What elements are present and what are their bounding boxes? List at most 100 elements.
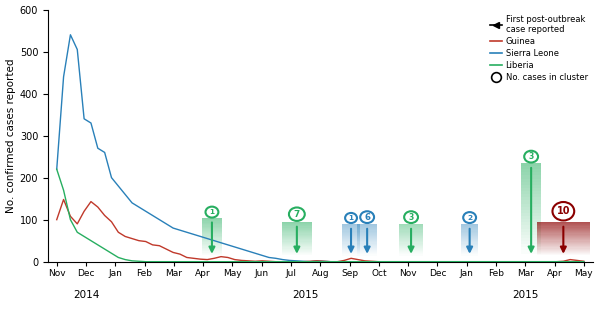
Bar xyxy=(202,229,222,231)
Bar xyxy=(342,253,360,254)
Bar xyxy=(202,219,222,220)
Bar xyxy=(521,182,541,185)
Bar xyxy=(357,243,377,245)
Bar xyxy=(342,224,360,225)
Bar xyxy=(461,243,478,245)
Bar xyxy=(342,256,360,257)
Bar xyxy=(537,247,590,248)
Bar xyxy=(357,225,377,226)
Bar xyxy=(342,241,360,242)
Bar xyxy=(282,248,311,250)
Bar xyxy=(521,191,541,194)
Bar xyxy=(521,175,541,179)
Bar xyxy=(202,250,222,251)
Bar xyxy=(202,225,222,227)
Bar xyxy=(342,228,360,229)
Bar xyxy=(461,237,478,238)
Bar xyxy=(202,227,222,228)
Bar xyxy=(282,228,311,229)
Text: 7: 7 xyxy=(294,210,300,219)
Bar xyxy=(357,245,377,246)
Bar xyxy=(461,228,478,229)
Bar xyxy=(521,254,541,257)
Bar xyxy=(521,166,541,169)
Bar xyxy=(537,250,590,251)
Bar xyxy=(202,249,222,250)
Bar xyxy=(521,197,541,200)
Bar xyxy=(400,229,423,230)
Bar xyxy=(342,227,360,228)
Bar xyxy=(357,238,377,239)
Bar xyxy=(357,227,377,228)
Bar xyxy=(202,235,222,236)
Bar xyxy=(202,233,222,235)
Bar xyxy=(342,225,360,226)
Bar xyxy=(282,239,311,240)
Bar xyxy=(400,235,423,236)
Bar xyxy=(400,240,423,241)
Bar xyxy=(537,224,590,225)
Bar xyxy=(282,224,311,225)
Bar xyxy=(400,243,423,245)
Bar xyxy=(282,235,311,236)
Bar xyxy=(521,194,541,197)
Bar xyxy=(461,232,478,233)
Bar xyxy=(461,242,478,243)
Bar xyxy=(202,228,222,229)
Bar xyxy=(282,252,311,253)
Bar xyxy=(202,246,222,247)
Bar xyxy=(461,238,478,239)
Bar xyxy=(342,250,360,251)
Bar xyxy=(282,236,311,237)
Bar xyxy=(400,227,423,228)
Bar xyxy=(202,255,222,257)
Bar xyxy=(537,240,590,241)
Bar xyxy=(202,241,222,242)
Bar xyxy=(400,236,423,237)
Bar xyxy=(461,230,478,232)
Bar xyxy=(400,245,423,246)
Bar xyxy=(461,245,478,246)
Bar xyxy=(537,252,590,253)
Bar xyxy=(202,247,222,249)
Bar xyxy=(342,232,360,233)
Bar xyxy=(357,254,377,256)
Bar xyxy=(357,229,377,230)
Bar xyxy=(282,243,311,244)
Bar xyxy=(202,245,222,246)
Bar xyxy=(202,242,222,243)
Bar xyxy=(537,228,590,229)
Bar xyxy=(342,251,360,252)
Bar xyxy=(342,254,360,256)
Bar xyxy=(282,244,311,245)
Bar xyxy=(400,234,423,235)
Bar xyxy=(357,249,377,250)
Bar xyxy=(537,254,590,256)
Bar xyxy=(400,230,423,232)
Bar xyxy=(342,240,360,241)
Bar xyxy=(537,236,590,237)
Bar xyxy=(342,239,360,240)
Bar xyxy=(537,225,590,226)
Bar xyxy=(357,232,377,233)
Bar xyxy=(400,239,423,240)
Bar xyxy=(342,249,360,250)
Bar xyxy=(461,248,478,249)
Bar xyxy=(521,172,541,175)
Bar xyxy=(202,253,222,254)
Bar xyxy=(357,251,377,252)
Bar xyxy=(521,250,541,254)
Bar xyxy=(537,243,590,244)
Bar xyxy=(461,240,478,241)
Bar xyxy=(461,252,478,253)
Bar xyxy=(537,238,590,239)
Bar xyxy=(342,226,360,227)
Bar xyxy=(342,233,360,234)
Bar xyxy=(521,225,541,229)
Bar xyxy=(357,241,377,242)
Bar xyxy=(357,250,377,251)
Bar xyxy=(342,242,360,243)
Bar xyxy=(400,252,423,253)
Bar xyxy=(202,240,222,241)
Bar xyxy=(537,245,590,246)
